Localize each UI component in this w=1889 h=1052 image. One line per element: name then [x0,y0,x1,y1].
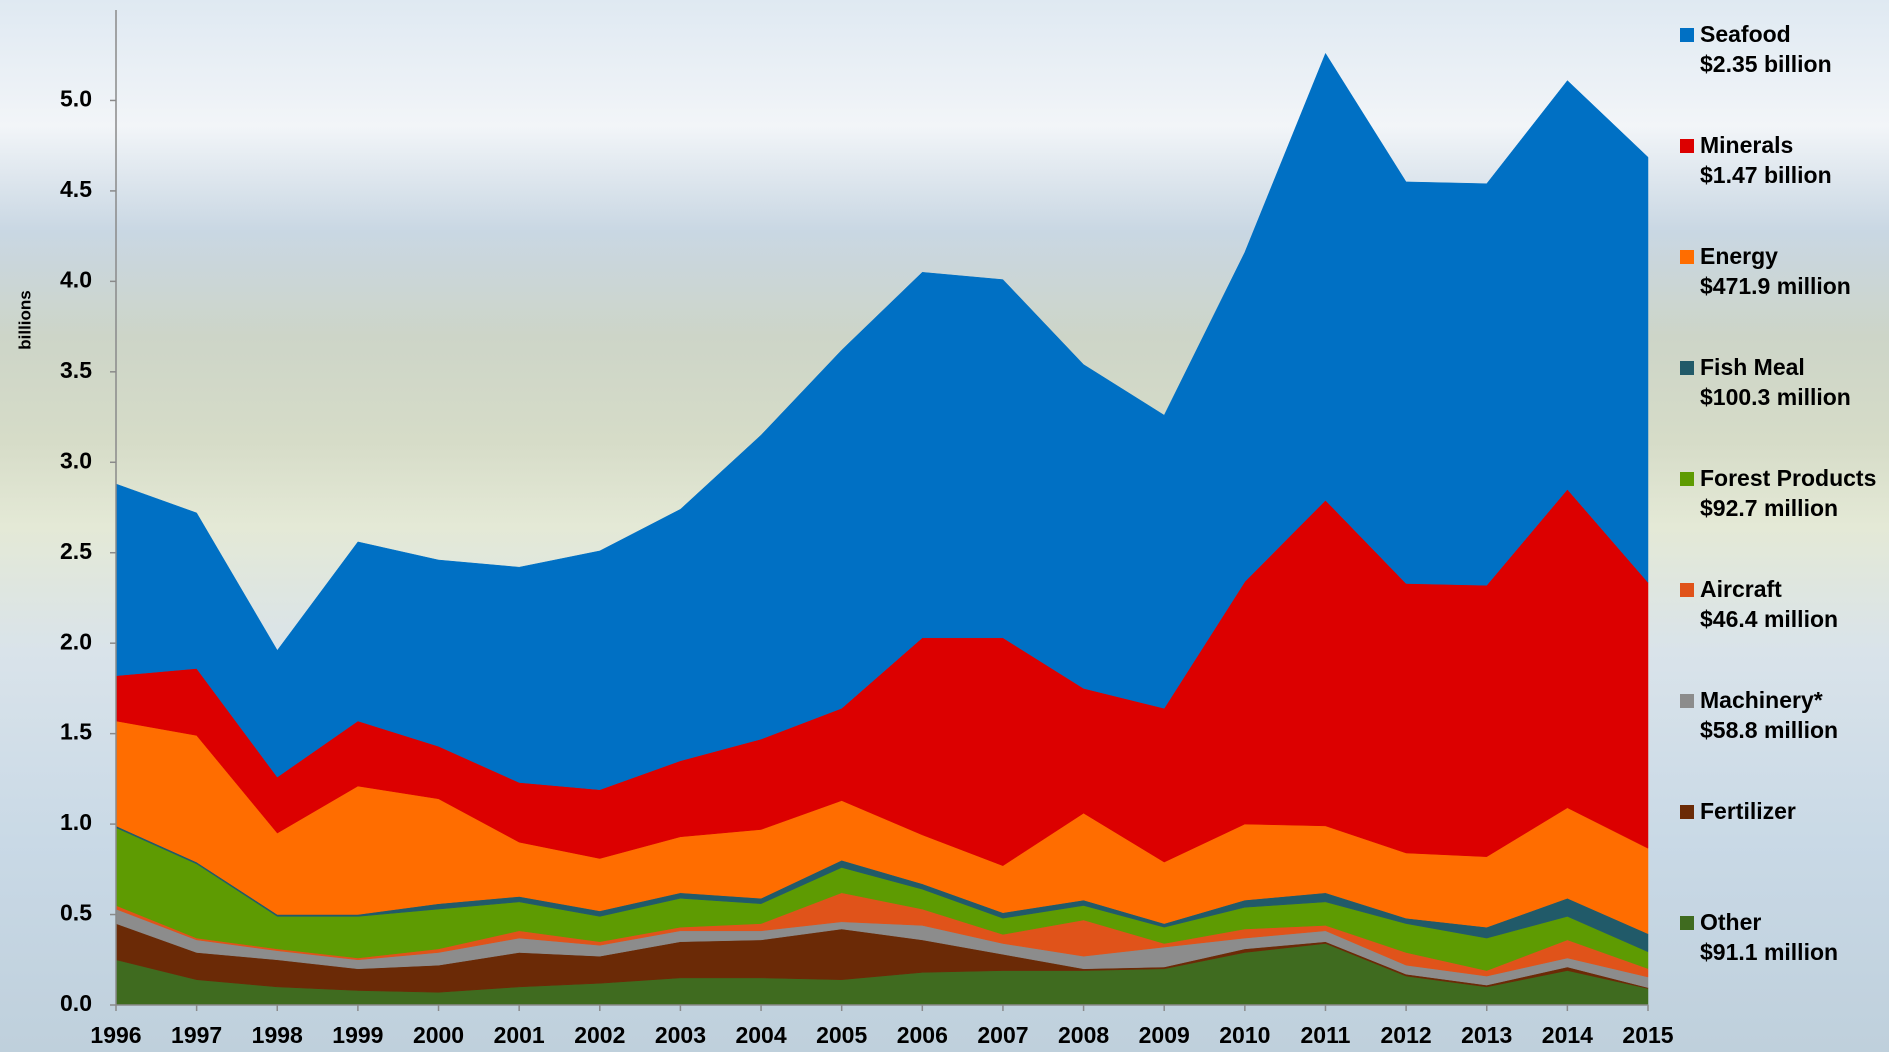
plot-area [115,52,1649,1006]
x-tick-label: 1999 [332,1022,383,1048]
y-tick-label: 2.5 [60,538,92,564]
legend-swatch [1680,805,1694,819]
axes: 0.0 0.5 1.0 1.5 2.0 2.5 3.0 3.5 4.0 4.5 5.0 1996 199… [60,10,1674,1048]
x-tick-label: 1996 [90,1022,141,1048]
x-tick-label: 2007 [977,1022,1028,1048]
x-tick-label: 2013 [1461,1022,1512,1048]
x-tick-label: 2000 [413,1022,464,1048]
legend-swatch [1680,916,1694,930]
legend-value: $100.3 million [1700,384,1851,410]
x-tick-label: 2001 [494,1022,545,1048]
y-tick-label: 4.0 [60,266,92,292]
legend-label: Aircraft [1700,576,1782,602]
x-tick-label: 2015 [1622,1022,1673,1048]
y-tick-label: 5.0 [60,86,92,112]
legend-value: $58.8 million [1700,717,1838,743]
legend-value: $92.7 million [1700,495,1838,521]
legend-label: Minerals [1700,132,1793,158]
y-tick-label: 4.5 [60,176,92,202]
legend-label: Machinery* [1700,687,1823,713]
legend: Seafood $2.35 billion Minerals $1.47 billio… [1680,21,1876,965]
legend-label: Fertilizer [1700,798,1796,824]
legend-label: Other [1700,909,1761,935]
y-tick-label: 1.5 [60,719,92,745]
x-tick-label: 2011 [1301,1022,1351,1048]
legend-value: $2.35 billion [1700,51,1832,77]
x-tick-label: 2009 [1139,1022,1190,1048]
legend-value: $471.9 million [1700,273,1851,299]
x-tick-label: 2008 [1058,1022,1109,1048]
x-tick-label: 2014 [1542,1022,1593,1048]
legend-label: Energy [1700,243,1778,269]
y-tick-label: 0.5 [60,900,92,926]
y-tick-label: 0.0 [60,990,92,1016]
x-tick-label: 2002 [574,1022,625,1048]
y-tick-label: 3.0 [60,447,92,473]
legend-value: $91.1 million [1700,939,1838,965]
legend-label: Seafood [1700,21,1791,47]
x-tick-label: 2005 [816,1022,867,1048]
legend-label: Forest Products [1700,465,1876,491]
x-tick-label: 2010 [1219,1022,1270,1048]
legend-swatch [1680,139,1694,153]
legend-label: Fish Meal [1700,354,1805,380]
x-tick-label: 2006 [897,1022,948,1048]
legend-swatch [1680,583,1694,597]
y-tick-label: 2.0 [60,628,92,654]
x-tick-label: 2012 [1381,1022,1432,1048]
x-tick-label: 1997 [171,1022,222,1048]
area [115,52,1649,790]
legend-swatch [1680,250,1694,264]
legend-swatch [1680,694,1694,708]
y-tick-label: 1.0 [60,809,92,835]
legend-swatch [1680,361,1694,375]
x-tick-label: 2004 [735,1022,786,1048]
legend-value: $46.4 million [1700,606,1838,632]
legend-swatch [1680,28,1694,42]
legend-value: $1.47 billion [1700,162,1832,188]
x-tick-label: 2003 [655,1022,706,1048]
legend-swatch [1680,472,1694,486]
x-tick-label: 1998 [252,1022,303,1048]
y-tick-label: 3.5 [60,357,92,383]
y-axis-label: billions [15,290,34,350]
